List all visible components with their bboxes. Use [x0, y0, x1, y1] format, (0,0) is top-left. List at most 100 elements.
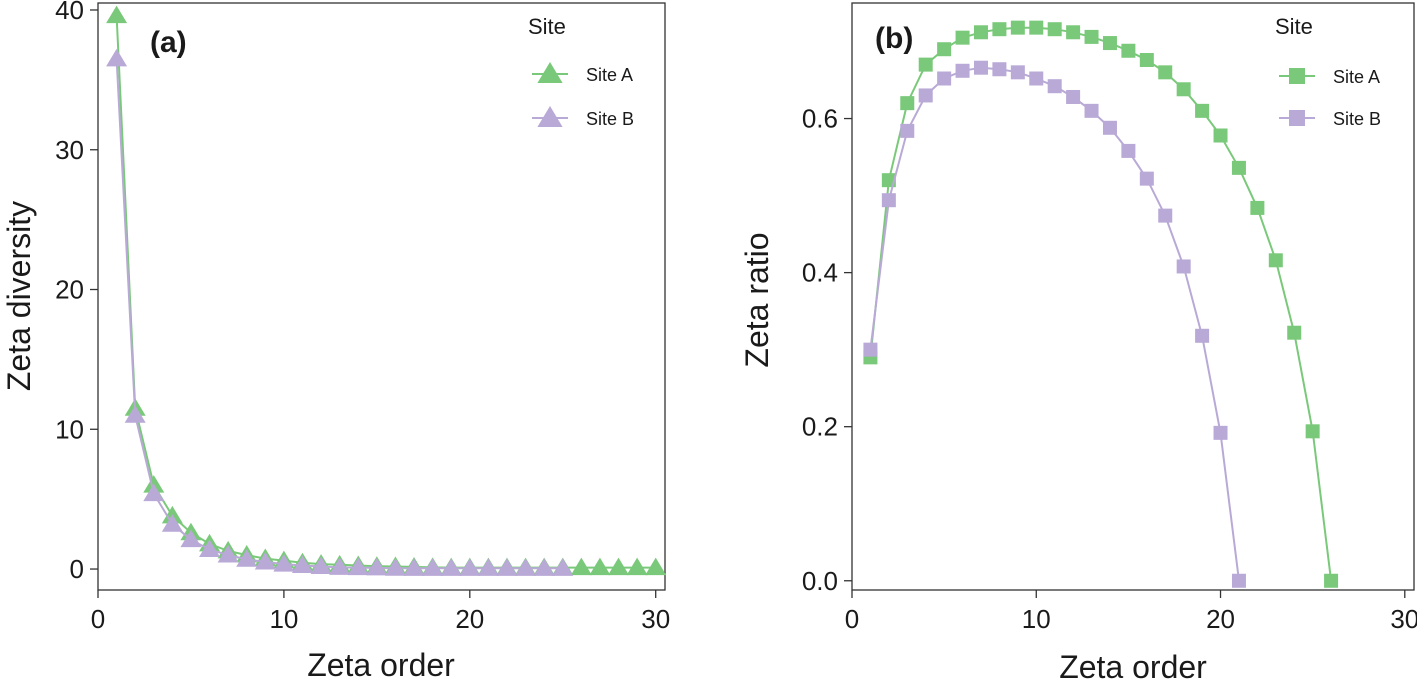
- data-point: [1102, 36, 1117, 51]
- y-axis-title: Zeta ratio: [739, 232, 775, 367]
- legend: Site Site A Site B: [1275, 14, 1381, 129]
- data-point: [329, 557, 351, 575]
- data-point: [992, 62, 1007, 77]
- data-point: [1047, 22, 1062, 37]
- data-point: [384, 558, 406, 576]
- data-point: [1287, 325, 1302, 340]
- data-point: [1324, 573, 1339, 588]
- data-point: [459, 558, 481, 576]
- data-point: [1213, 128, 1228, 143]
- data-point: [863, 342, 878, 357]
- data-point: [1102, 120, 1117, 135]
- data-point: [403, 558, 425, 576]
- panel-a-zeta-diversity-chart: 0 10 20 30 0 10 20 30 40 Zeta order Zeta diversity…: [1, 0, 670, 683]
- data-point: [161, 514, 183, 532]
- data-point: [1195, 328, 1210, 343]
- data-point: [1139, 171, 1154, 186]
- data-point: [1268, 253, 1283, 268]
- data-point: [900, 96, 915, 111]
- data-point: [422, 558, 444, 576]
- series-line: [115, 58, 563, 570]
- series-site-b: [863, 60, 1246, 588]
- y-tick-label: 30: [55, 135, 84, 165]
- data-point: [881, 193, 896, 208]
- x-tick-label: 10: [269, 604, 298, 634]
- data-point: [273, 554, 295, 572]
- data-point: [918, 57, 933, 72]
- data-point: [1195, 103, 1210, 118]
- data-point: [1121, 143, 1136, 158]
- panel-b-zeta-ratio-chart: 0 10 20 30 0.0 0.2 0.4 0.6 Zeta order Zeta ratio (…: [739, 2, 1417, 685]
- legend-label: Site B: [586, 109, 634, 129]
- plot-frame: [851, 2, 1415, 591]
- y-tick-label: 0.2: [802, 412, 838, 442]
- data-point: [1158, 208, 1173, 223]
- data-point: [106, 48, 128, 67]
- y-tick-label: 20: [55, 275, 84, 305]
- data-point: [900, 123, 915, 138]
- data-point: [1213, 425, 1228, 440]
- data-point: [515, 558, 537, 576]
- data-point: [937, 71, 952, 86]
- data-point: [1010, 65, 1025, 80]
- plot-frame: [97, 2, 666, 591]
- data-point: [645, 557, 667, 576]
- legend-title: Site: [528, 14, 566, 39]
- data-point: [106, 5, 128, 24]
- legend-key-marker: [537, 106, 563, 127]
- y-tick-label: 0.6: [802, 104, 838, 134]
- y-tick-label: 10: [55, 414, 84, 444]
- legend: Site Site A Site B: [528, 14, 634, 129]
- series-line: [869, 26, 1333, 581]
- data-point: [973, 25, 988, 40]
- data-point: [124, 405, 146, 423]
- data-point: [1231, 573, 1246, 588]
- y-tick-label: 40: [55, 0, 84, 25]
- data-point: [310, 556, 332, 575]
- data-point: [1066, 25, 1081, 40]
- panel-label: (b): [875, 22, 913, 55]
- data-point: [1121, 43, 1136, 58]
- data-point: [217, 545, 239, 563]
- data-point: [533, 558, 555, 576]
- x-tick-label: 0: [91, 604, 105, 634]
- x-tick-label: 10: [1022, 604, 1051, 634]
- data-point: [180, 529, 202, 548]
- data-point: [1139, 53, 1154, 68]
- data-point: [1084, 103, 1099, 118]
- data-point: [552, 558, 574, 576]
- legend-title: Site: [1275, 14, 1313, 39]
- data-point: [440, 558, 462, 576]
- data-point: [1305, 424, 1320, 439]
- series-site-b: [106, 48, 574, 576]
- data-point: [366, 557, 388, 576]
- data-point: [1084, 29, 1099, 44]
- data-point: [236, 549, 258, 567]
- x-tick-label: 30: [1390, 604, 1417, 634]
- data-point: [626, 557, 648, 576]
- data-point: [1047, 79, 1062, 94]
- legend-key-marker: [1289, 68, 1305, 84]
- x-tick-label: 30: [641, 604, 670, 634]
- data-point: [608, 557, 630, 576]
- data-point: [955, 30, 970, 45]
- data-point: [973, 60, 988, 75]
- y-tick-label: 0: [70, 554, 84, 584]
- legend-label: Site B: [1333, 109, 1381, 129]
- data-point: [937, 42, 952, 57]
- data-point: [1066, 89, 1081, 104]
- data-point: [1250, 200, 1265, 215]
- data-point: [1029, 20, 1044, 35]
- data-point: [1029, 71, 1044, 86]
- y-axis-title: Zeta diversity: [1, 201, 37, 391]
- data-point: [199, 539, 221, 557]
- y-tick-label: 0.4: [802, 258, 838, 288]
- legend-key-marker: [537, 62, 563, 83]
- data-point: [1231, 160, 1246, 175]
- x-axis-title: Zeta order: [1059, 649, 1207, 685]
- series-line: [869, 66, 1240, 581]
- legend-label: Site A: [586, 65, 633, 85]
- legend-key-marker: [1289, 110, 1305, 126]
- series-site-a: [863, 20, 1339, 588]
